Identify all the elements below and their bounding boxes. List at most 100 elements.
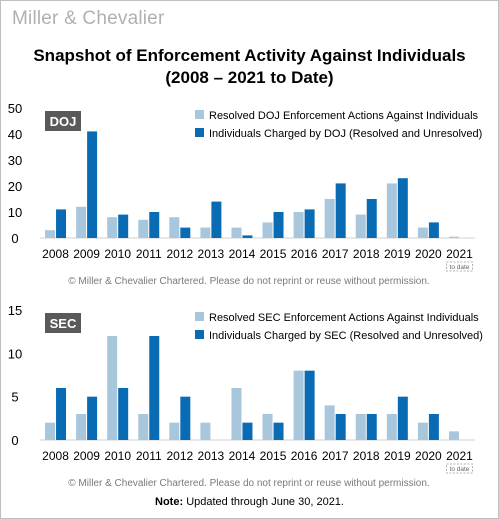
resolved-bar [417, 422, 428, 440]
y-tick-label: 15 [8, 303, 22, 318]
resolved-bar [386, 414, 397, 440]
x-tick-label: 2014 [229, 247, 256, 261]
charged-bar [56, 209, 67, 238]
y-tick-label: 30 [8, 153, 22, 168]
resolved-bar [45, 230, 56, 238]
x-tick-label: 2014 [229, 449, 256, 463]
resolved-bar [231, 227, 242, 238]
resolved-bar [138, 414, 149, 440]
charged-bar [118, 214, 129, 238]
resolved-bar [200, 422, 211, 440]
charged-bar [87, 131, 98, 238]
chart-title-line2: (2008 – 2021 to Date) [165, 68, 334, 87]
x-tick-label: 2021 [446, 247, 473, 261]
resolved-bar [324, 199, 335, 238]
copyright-text: © Miller & Chevalier Chartered. Please d… [68, 276, 429, 287]
x-tick-label: 2008 [42, 247, 69, 261]
charged-bar [335, 183, 346, 238]
sec-chart: 0 5 10 15 2008 2009 2010 2011 2012 2013 2014 2015 20… [8, 303, 483, 489]
resolved-bar [355, 414, 366, 440]
legend-label: Resolved DOJ Enforcement Actions Against… [209, 110, 479, 122]
legend-swatch [195, 110, 204, 119]
x-tick-label: 2016 [291, 449, 318, 463]
charged-bar [397, 178, 408, 238]
charged-bar [242, 422, 253, 440]
x-tick-label: 2010 [104, 449, 131, 463]
x-tick-label: 2021 [446, 449, 473, 463]
x-tick-label: 2018 [353, 449, 380, 463]
agency-badge [45, 313, 81, 333]
resolved-bar [200, 227, 211, 238]
y-tick-label: 5 [11, 390, 18, 405]
charged-bar [149, 336, 160, 440]
resolved-bar [138, 219, 149, 238]
charged-bar [180, 227, 191, 238]
footnote: Note: Updated through June 30, 2021. [0, 496, 499, 508]
charged-bar [56, 388, 67, 440]
resolved-bar [169, 422, 180, 440]
x-tick-label: 2012 [166, 449, 193, 463]
resolved-bar [107, 336, 118, 440]
charged-bar [273, 422, 284, 440]
x-tick-label: 2013 [198, 449, 225, 463]
charged-bar [428, 222, 439, 238]
x-tick-label: 2009 [73, 449, 100, 463]
agency-badge-label: SEC [50, 316, 77, 331]
x-tick-label: 2017 [322, 247, 349, 261]
legend-label: Individuals Charged by SEC (Resolved and… [209, 330, 483, 342]
note-label: Note: [155, 496, 184, 508]
y-tick-label: 0 [11, 433, 18, 448]
resolved-bar [293, 212, 304, 238]
x-tick-label: 2017 [322, 449, 349, 463]
x-tick-label: 2013 [198, 247, 225, 261]
charged-bar [335, 414, 346, 440]
legend-swatch [195, 312, 204, 321]
y-tick-label: 40 [8, 127, 22, 142]
x-tick-label: 2020 [415, 449, 442, 463]
resolved-bar [45, 422, 56, 440]
legend-label: Resolved SEC Enforcement Actions Against… [209, 312, 479, 324]
resolved-bar [386, 183, 397, 238]
resolved-bar [169, 217, 180, 238]
charged-bar [304, 209, 315, 238]
x-tick-label: 2015 [260, 449, 287, 463]
charged-bar [366, 414, 377, 440]
to-date-note: to date [450, 466, 470, 473]
agency-badge [45, 111, 81, 131]
x-tick-label: 2011 [136, 247, 162, 261]
x-tick-label: 2019 [384, 449, 411, 463]
note-text: Updated through June 30, 2021. [186, 496, 344, 508]
x-tick-label: 2016 [291, 247, 318, 261]
resolved-bar [76, 414, 87, 440]
resolved-bar [293, 370, 304, 440]
y-tick-label: 50 [8, 101, 22, 116]
charged-bar [118, 388, 129, 440]
doj-chart: 0 10 20 30 40 50 2008 2009 2010 2011 2012 2013 2014 2… [8, 101, 483, 287]
charged-bar [242, 235, 253, 238]
charged-bar [397, 396, 408, 440]
x-tick-label: 2012 [166, 247, 193, 261]
agency-badge-label: DOJ [50, 114, 77, 129]
x-tick-label: 2008 [42, 449, 69, 463]
resolved-bar [448, 431, 459, 440]
legend-swatch [195, 128, 204, 137]
resolved-bar [107, 217, 118, 238]
resolved-bar [355, 214, 366, 238]
to-date-note: to date [450, 264, 470, 271]
y-tick-label: 10 [8, 205, 22, 220]
resolved-bar [262, 414, 273, 440]
y-tick-label: 20 [8, 179, 22, 194]
resolved-bar [448, 236, 459, 238]
x-tick-label: 2018 [353, 247, 380, 261]
charged-bar [366, 199, 377, 238]
x-tick-label: 2019 [384, 247, 411, 261]
charged-bar [304, 370, 315, 440]
resolved-bar [231, 388, 242, 440]
x-tick-label: 2011 [136, 449, 162, 463]
resolved-bar [262, 222, 273, 238]
charged-bar [428, 414, 439, 440]
y-tick-label: 0 [11, 231, 18, 246]
legend-label: Individuals Charged by DOJ (Resolved and… [209, 128, 482, 140]
x-tick-label: 2015 [260, 247, 287, 261]
resolved-bar [324, 405, 335, 440]
